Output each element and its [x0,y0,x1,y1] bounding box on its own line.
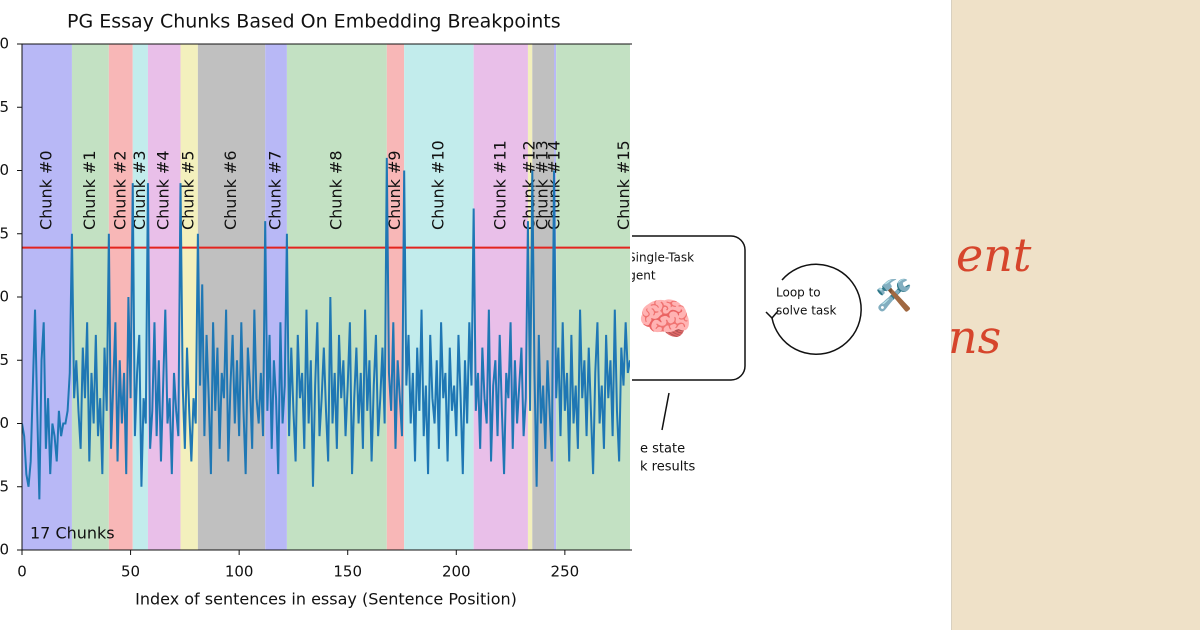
chunk-region [473,44,528,550]
chunk-label: Chunk #3 [130,150,149,230]
tools-icon: 🛠️ [875,277,912,314]
chunk-label: Chunk #9 [385,150,404,230]
chunk-region [286,44,387,550]
brain-icon: 🧠 [638,294,693,345]
chunk-label: Chunk #13 [533,140,552,230]
chunk-label: Chunk #1 [80,150,99,230]
chunk-label: Chunk #7 [266,150,285,230]
y-tick-label: 0.35 [0,98,9,116]
chunk-label: Chunk #8 [326,150,345,230]
arrow-head [765,310,779,320]
chunk-label: Chunk #11 [490,140,509,230]
chunk-region [147,44,181,550]
chunk-label: Chunk #2 [110,150,129,230]
diagram: Single-Task Agent 🧠 Loop to solve task 🛠… [632,235,913,475]
chunk-region [265,44,287,550]
chunk-region [386,44,405,550]
y-tick-label: 0.00 [0,541,9,559]
chunk-label: Chunk #12 [520,140,539,230]
chart: PG Essay Chunks Based On Embedding Break… [0,11,632,609]
chunk-region [197,44,266,550]
x-axis-label: Index of sentences in essay (Sentence Po… [135,590,517,609]
chunk-label: Chunk #10 [428,140,447,230]
agent-label: Single-Task [632,251,694,265]
connector [661,392,670,431]
chunk-region [180,44,198,550]
y-tick-label: 0.20 [0,288,9,306]
y-tick-label: 0.15 [0,351,9,369]
y-tick-label: 0.10 [0,414,9,432]
y-tick-label: 0.05 [0,477,9,495]
y-tick-label: 0.25 [0,224,9,242]
y-tick-label: 0.40 [0,35,9,53]
chunk-label: Chunk #0 [36,150,55,230]
chunk-region [132,44,148,550]
x-tick-label: 50 [121,563,140,581]
chunk-label: Chunk #15 [614,140,632,230]
data-line [22,157,630,500]
chunk-region [527,44,533,550]
x-tick-label: 100 [225,563,254,581]
agent-label: Agent [632,269,656,283]
panel-text: ns [948,310,1002,364]
x-tick-label: 200 [442,563,471,581]
loop-arrow [771,263,862,356]
x-tick-label: 250 [551,563,580,581]
chunk-label: Chunk #6 [221,150,240,230]
agent-box [632,235,746,381]
loop-label: solve task [776,304,837,318]
panel-text: ent [956,228,1032,282]
y-tick-label: 0.30 [0,161,9,179]
chunk-label: Chunk #4 [154,150,173,230]
plot-area: Chunk #0 Chunk #1 Chunk #2 Chunk #3 Chunk #4… [22,44,632,550]
chart-title: PG Essay Chunks Based On Embedding Break… [67,11,561,33]
x-tick-label: 150 [333,563,362,581]
note: e state [640,442,685,457]
side-panel: ent ns [948,0,1200,630]
loop-label: Loop to [776,286,821,300]
x-tick-label: 0 [17,563,27,581]
note: k results [640,460,695,475]
chunk-label: Chunk #5 [179,150,198,230]
annotation: 17 Chunks [30,524,115,543]
